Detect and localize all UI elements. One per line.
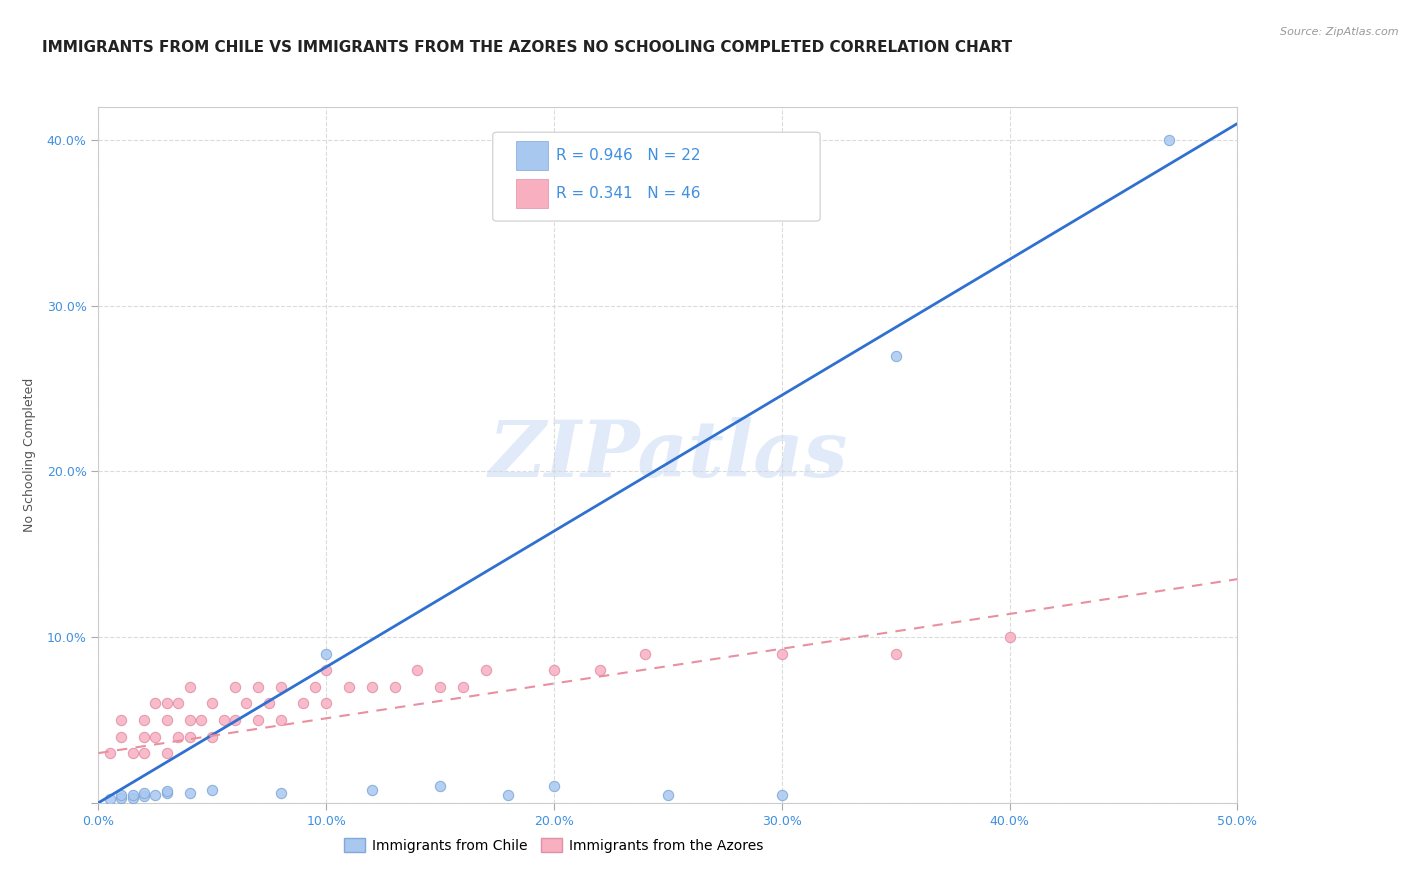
Point [884,647,907,661]
Text: Source: ZipAtlas.com: Source: ZipAtlas.com [1281,27,1399,37]
Point [270,786,292,800]
Y-axis label: No Schooling Completed: No Schooling Completed [22,378,35,532]
Point [110,730,132,744]
Point [259,697,281,711]
Point [304,680,326,694]
Point [360,782,382,797]
Point [156,746,179,760]
Text: R = 0.946   N = 22: R = 0.946 N = 22 [557,148,702,163]
Point [998,630,1021,644]
Point [543,663,565,677]
Point [884,349,907,363]
Point [224,680,246,694]
Point [179,786,201,800]
Point [98,792,121,806]
Point [121,788,143,802]
Point [121,746,143,760]
Point [167,697,190,711]
Point [235,697,257,711]
Text: R = 0.341   N = 46: R = 0.341 N = 46 [557,186,702,202]
Point [179,713,201,727]
Point [543,779,565,793]
Point [429,779,451,793]
Point [657,788,679,802]
Point [770,788,793,802]
Point [145,697,167,711]
Point [132,786,155,800]
Point [246,713,269,727]
Point [98,746,121,760]
Text: ZIPatlas: ZIPatlas [488,417,848,493]
Point [406,663,429,677]
Point [156,697,179,711]
Point [132,730,155,744]
Point [132,713,155,727]
Point [212,713,235,727]
Point [246,680,269,694]
Point [121,790,143,805]
Point [179,730,201,744]
Point [132,789,155,804]
Legend: Immigrants from Chile, Immigrants from the Azores: Immigrants from Chile, Immigrants from t… [339,832,769,858]
Point [270,713,292,727]
Point [270,680,292,694]
Point [770,647,793,661]
Point [498,788,520,802]
Point [292,697,315,711]
Point [190,713,212,727]
Point [360,680,382,694]
Point [201,697,224,711]
Point [167,730,190,744]
Point [315,647,337,661]
Point [429,680,451,694]
Point [315,697,337,711]
Point [201,782,224,797]
Point [201,730,224,744]
Point [384,680,406,694]
Point [451,680,474,694]
Point [315,663,337,677]
Point [224,713,246,727]
Point [145,788,167,802]
Text: IMMIGRANTS FROM CHILE VS IMMIGRANTS FROM THE AZORES NO SCHOOLING COMPLETED CORRE: IMMIGRANTS FROM CHILE VS IMMIGRANTS FROM… [42,40,1012,55]
Point [156,784,179,798]
Point [110,713,132,727]
Point [337,680,360,694]
Point [634,647,657,661]
Point [1157,133,1180,147]
Point [179,680,201,694]
Point [156,713,179,727]
Point [588,663,610,677]
Point [132,746,155,760]
Point [145,730,167,744]
Point [474,663,496,677]
Point [110,790,132,805]
Point [110,788,132,802]
Point [156,786,179,800]
